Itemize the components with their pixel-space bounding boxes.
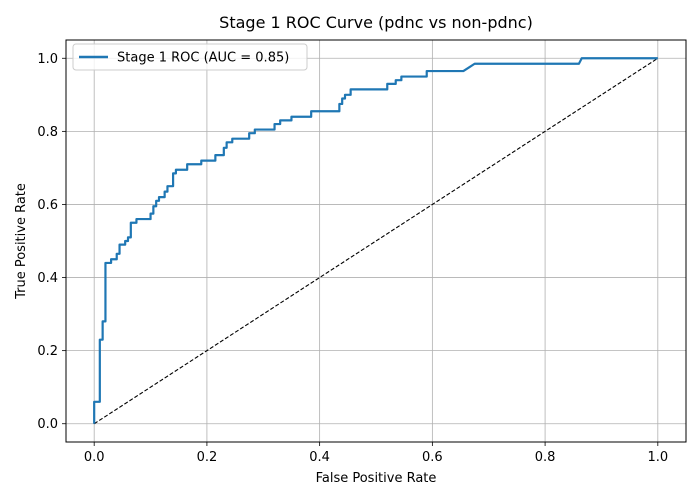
x-tick-label: 0.4 xyxy=(309,450,330,465)
x-axis-label: False Positive Rate xyxy=(316,471,437,486)
y-tick-label: 0.2 xyxy=(37,344,58,359)
y-tick-label: 0.4 xyxy=(37,271,58,286)
y-tick-label: 0.6 xyxy=(37,198,58,213)
roc-curve-line xyxy=(93,57,658,424)
plot-frame xyxy=(65,39,687,443)
y-axis-label: True Positive Rate xyxy=(14,183,29,300)
legend-box xyxy=(72,43,308,71)
legend-label: Stage 1 ROC (AUC = 0.85) xyxy=(117,51,289,66)
chance-diagonal-line xyxy=(93,57,659,425)
series-layer xyxy=(93,57,659,425)
y-tick-label: 0.0 xyxy=(37,417,58,432)
x-tick-label: 0.2 xyxy=(197,450,218,465)
y-tick-label: 1.0 xyxy=(37,52,58,67)
y-tick-label: 0.8 xyxy=(37,125,58,140)
chart-title: Stage 1 ROC Curve (pdnc vs non-pdnc) xyxy=(219,13,533,32)
ticks: 0.0 0.2 0.4 0.6 0.8 1.0 0.0 0.2 0.4 0.6 0.8 1.0 xyxy=(37,52,668,465)
x-tick-label: 1.0 xyxy=(647,450,668,465)
x-tick-label: 0.8 xyxy=(535,450,556,465)
legend: Stage 1 ROC (AUC = 0.85) xyxy=(72,43,308,71)
x-tick-label: 0.0 xyxy=(84,450,105,465)
x-tick-label: 0.6 xyxy=(422,450,443,465)
